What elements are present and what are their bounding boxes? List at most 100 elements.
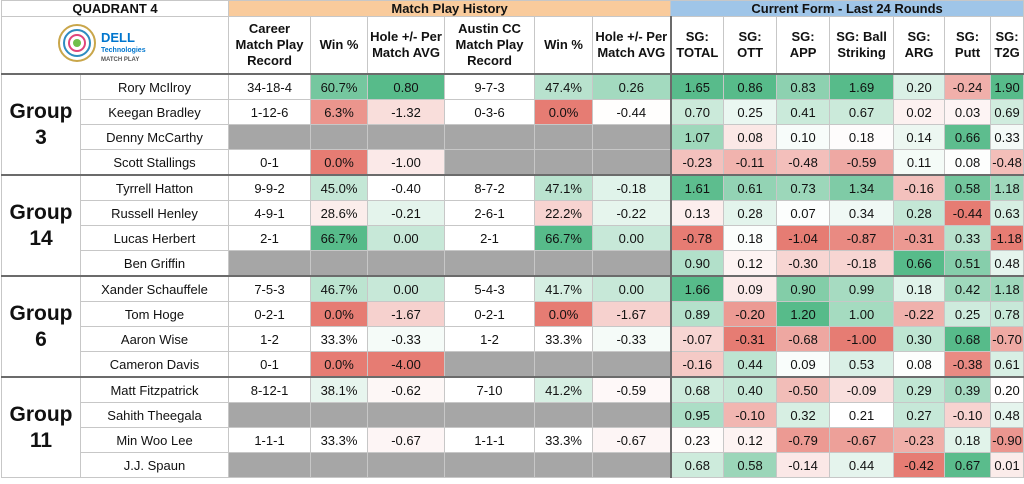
sg-cell-sg-app: -0.30 [776, 250, 831, 277]
sg-cell-sg-total: -0.07 [669, 326, 725, 352]
sg-cell-sg-ott: 0.12 [723, 250, 778, 277]
sg-cell-sg-total: 0.23 [669, 427, 725, 453]
current-form-header: Current Form - Last 24 Rounds [670, 0, 1024, 17]
career-record-cell: 8-12-1 [228, 376, 312, 403]
sg-cell-sg-putt: 0.66 [944, 124, 992, 150]
col-header-sg-putt: SG: Putt [944, 16, 992, 75]
austin-hole-avg-cell: -0.44 [592, 99, 672, 125]
sg-cell-sg-t2g: 0.78 [990, 301, 1024, 327]
sg-cell-sg-ott: 0.28 [723, 200, 778, 226]
austin-record-cell: 5-4-3 [444, 275, 536, 302]
sg-cell-sg-ott: 0.08 [723, 124, 778, 150]
austin-record-cell [444, 149, 536, 176]
austin-hole-avg-cell [592, 452, 672, 478]
career-win-pct-cell [310, 124, 369, 150]
career-record-cell: 0-1 [228, 351, 312, 378]
austin-win-pct-cell [534, 124, 594, 150]
sg-cell-sg-t2g: 0.33 [990, 124, 1024, 150]
table-row: Denny McCarthy 1.07 0.08 0.10 0.18 0.14 0.66 0.… [2, 124, 1024, 150]
career-record-cell: 1-1-1 [228, 427, 312, 453]
table-row: Cameron Davis 0-1 0.0% -4.00 -0.16 0.44 0.09 0.… [2, 351, 1024, 378]
sg-cell-sg-ball-striking: -0.59 [829, 149, 895, 176]
sg-cell-sg-arg: 0.27 [893, 402, 946, 428]
col-header-austin-hole-avg: Hole +/- Per Match AVG [592, 16, 672, 75]
austin-win-pct-cell [534, 149, 594, 176]
career-win-pct-cell: 33.3% [310, 427, 369, 453]
career-record-cell: 1-2 [228, 326, 312, 352]
col-header-career-record: Career Match Play Record [228, 16, 312, 75]
col-header-career-hole-avg: Hole +/- Per Match AVG [367, 16, 446, 75]
sg-cell-sg-total: 0.89 [669, 301, 725, 327]
career-win-pct-cell: 28.6% [310, 200, 369, 226]
table-row: Scott Stallings 0-1 0.0% -1.00 -0.23 -0.11 -0.… [2, 149, 1024, 176]
sg-cell-sg-total: 0.13 [669, 200, 725, 226]
table-row: Ben Griffin 0.90 0.12 -0.30 -0.18 0.66 0.51 0.4… [2, 250, 1024, 277]
sg-cell-sg-arg: 0.14 [893, 124, 946, 150]
player-name: Aaron Wise [79, 326, 230, 352]
table-row: Group 11 Matt Fitzpatrick 8-12-1 38.1% -0.62… [1, 376, 1024, 478]
player-name: Tyrrell Hatton [79, 174, 230, 201]
sg-cell-sg-t2g: -1.18 [990, 225, 1024, 251]
table-row: Tom Hoge 0-2-1 0.0% -1.67 0-2-1 0.0% -1.67 0.89… [2, 301, 1024, 327]
sg-cell-sg-putt: -0.38 [944, 351, 992, 378]
sg-cell-sg-t2g: 0.01 [990, 452, 1024, 478]
table-row: Sahith Theegala 0.95 -0.10 0.32 0.21 0.27 -0.1… [2, 402, 1024, 428]
sg-cell-sg-ott: -0.20 [723, 301, 778, 327]
sg-cell-sg-ott: 0.58 [723, 452, 778, 478]
austin-hole-avg-cell: 0.00 [592, 275, 672, 302]
career-hole-avg-cell: -1.67 [367, 301, 446, 327]
sg-cell-sg-ott: -0.31 [723, 326, 778, 352]
sg-cell-sg-ball-striking: -0.09 [829, 376, 895, 403]
sg-cell-sg-app: 0.41 [776, 99, 831, 125]
quadrant-title: QUADRANT 4 [0, 0, 230, 17]
career-win-pct-cell: 60.7% [310, 73, 369, 100]
sg-cell-sg-ball-striking: 0.99 [829, 275, 895, 302]
career-record-cell: 34-18-4 [228, 73, 312, 100]
austin-win-pct-cell: 41.7% [534, 275, 594, 302]
sg-cell-sg-putt: -0.44 [944, 200, 992, 226]
career-record-cell: 1-12-6 [228, 99, 312, 125]
player-name: Sahith Theegala [79, 402, 230, 428]
player-name: Matt Fitzpatrick [79, 376, 230, 403]
career-win-pct-cell: 45.0% [310, 174, 369, 201]
career-record-cell: 0-1 [228, 149, 312, 176]
sg-cell-sg-arg: 0.30 [893, 326, 946, 352]
austin-record-cell: 1-1-1 [444, 427, 536, 453]
sg-cell-sg-app: 0.07 [776, 200, 831, 226]
col-header-sg-ball-striking: SG: Ball Striking [829, 16, 895, 75]
austin-hole-avg-cell: 0.26 [592, 73, 672, 100]
sg-cell-sg-app: 0.09 [776, 351, 831, 378]
career-record-cell [228, 452, 312, 478]
sg-cell-sg-putt: 0.42 [944, 275, 992, 302]
sg-cell-sg-arg: 0.28 [893, 200, 946, 226]
sg-cell-sg-ball-striking: 0.67 [829, 99, 895, 125]
career-record-cell [228, 250, 312, 277]
sg-cell-sg-putt: -0.10 [944, 402, 992, 428]
sg-cell-sg-t2g: -0.70 [990, 326, 1024, 352]
sg-cell-sg-app: -0.48 [776, 149, 831, 176]
col-header-sg-arg: SG: ARG [893, 16, 946, 75]
career-hole-avg-cell: -4.00 [367, 351, 446, 378]
sg-cell-sg-app: 1.20 [776, 301, 831, 327]
col-header-sg-t2g: SG: T2G [990, 16, 1024, 75]
career-hole-avg-cell [367, 402, 446, 428]
player-name: Russell Henley [79, 200, 230, 226]
austin-win-pct-cell [534, 452, 594, 478]
career-win-pct-cell: 0.0% [310, 351, 369, 378]
sg-cell-sg-total: 0.68 [669, 376, 725, 403]
career-hole-avg-cell [367, 250, 446, 277]
sg-cell-sg-putt: 0.58 [944, 174, 992, 201]
match-play-history-header: Match Play History [228, 0, 672, 17]
sg-cell-sg-ball-striking: 1.69 [829, 73, 895, 100]
col-header-austin-win-pct: Win % [534, 16, 594, 75]
austin-win-pct-cell [534, 351, 594, 378]
career-win-pct-cell [310, 250, 369, 277]
sg-cell-sg-app: 0.32 [776, 402, 831, 428]
sg-cell-sg-t2g: 0.63 [990, 200, 1024, 226]
austin-record-cell [444, 452, 536, 478]
austin-win-pct-cell: 47.4% [534, 73, 594, 100]
sg-cell-sg-ott: -0.10 [723, 402, 778, 428]
sg-cell-sg-arg: -0.42 [893, 452, 946, 478]
player-name: Scott Stallings [79, 149, 230, 176]
austin-record-cell: 0-3-6 [444, 99, 536, 125]
